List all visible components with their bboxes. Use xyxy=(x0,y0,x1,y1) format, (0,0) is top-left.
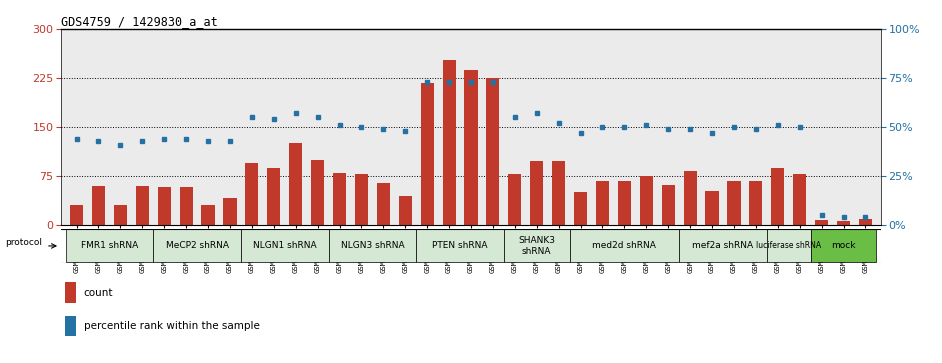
Text: SHANK3
shRNA: SHANK3 shRNA xyxy=(518,236,555,256)
Bar xyxy=(504,229,570,262)
Bar xyxy=(92,186,106,225)
Bar xyxy=(180,187,193,225)
Bar xyxy=(552,161,565,225)
Text: MeCP2 shRNA: MeCP2 shRNA xyxy=(166,241,229,250)
Bar xyxy=(223,197,236,225)
Bar xyxy=(355,174,368,225)
Bar xyxy=(157,187,171,225)
Text: GDS4759 / 1429830_a_at: GDS4759 / 1429830_a_at xyxy=(61,15,218,28)
Bar xyxy=(241,229,329,262)
Text: protocol: protocol xyxy=(5,238,41,247)
Bar xyxy=(684,171,697,225)
Bar xyxy=(661,184,674,225)
Bar xyxy=(329,229,416,262)
Bar xyxy=(596,181,609,225)
Bar xyxy=(65,316,75,336)
Bar xyxy=(136,186,149,225)
Bar xyxy=(245,163,258,225)
Bar xyxy=(416,229,504,262)
Bar xyxy=(398,196,412,225)
Text: NLGN3 shRNA: NLGN3 shRNA xyxy=(341,241,404,250)
Bar xyxy=(289,143,302,225)
Bar xyxy=(333,173,346,225)
Bar xyxy=(706,191,719,225)
Bar xyxy=(811,229,876,262)
Bar xyxy=(570,229,679,262)
Text: NLGN1 shRNA: NLGN1 shRNA xyxy=(253,241,317,250)
Bar xyxy=(464,70,478,225)
Text: luciferase shRNA: luciferase shRNA xyxy=(756,241,821,250)
Text: mef2a shRNA: mef2a shRNA xyxy=(692,241,754,250)
Bar xyxy=(771,168,785,225)
Text: mock: mock xyxy=(831,241,855,250)
Bar xyxy=(793,174,806,225)
Bar xyxy=(815,220,828,225)
Bar xyxy=(859,219,872,225)
Bar xyxy=(268,168,281,225)
Bar xyxy=(509,174,522,225)
Bar xyxy=(749,181,762,225)
Bar xyxy=(640,176,653,225)
Bar xyxy=(443,60,456,225)
Bar xyxy=(65,282,75,303)
Bar xyxy=(311,160,324,225)
Bar xyxy=(154,229,241,262)
Bar xyxy=(679,229,767,262)
Bar xyxy=(727,181,740,225)
Bar xyxy=(420,83,433,225)
Text: percentile rank within the sample: percentile rank within the sample xyxy=(84,321,260,331)
Bar xyxy=(530,161,544,225)
Text: PTEN shRNA: PTEN shRNA xyxy=(432,241,488,250)
Bar xyxy=(574,192,587,225)
Bar xyxy=(767,229,811,262)
Bar xyxy=(486,78,499,225)
Text: FMR1 shRNA: FMR1 shRNA xyxy=(81,241,138,250)
Bar xyxy=(66,229,154,262)
Bar xyxy=(836,221,850,225)
Text: count: count xyxy=(84,287,113,298)
Bar xyxy=(70,205,83,225)
Bar xyxy=(114,205,127,225)
Bar xyxy=(202,205,215,225)
Text: med2d shRNA: med2d shRNA xyxy=(593,241,657,250)
Bar xyxy=(618,181,631,225)
Bar xyxy=(377,183,390,225)
